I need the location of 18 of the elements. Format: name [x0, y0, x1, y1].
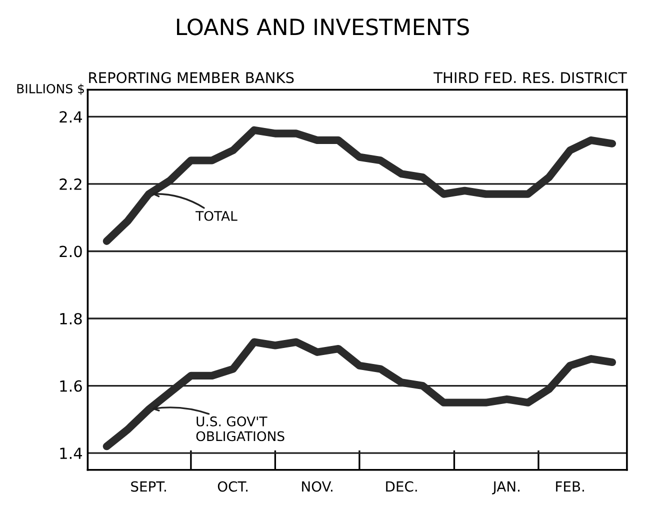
x-tick-label: NOV.: [302, 481, 332, 492]
x-tick-label: DEC.: [386, 481, 417, 492]
y-tick-label: 2.2: [60, 178, 82, 190]
x-tick-label: OCT.: [218, 481, 248, 492]
y-tick-label: 1.6: [60, 380, 82, 392]
x-tick-label: SEPT.: [131, 481, 166, 492]
y-tick-label: 1.4: [60, 448, 82, 459]
x-tick-label: JAN.: [492, 481, 520, 494]
y-tick-label: 2.0: [60, 246, 82, 258]
chart-title: LOANS AND INVESTMENTS: [177, 18, 469, 36]
annotation: TOTAL: [196, 210, 238, 221]
annotation: U.S. GOV'T OBLIGATIONS: [196, 416, 284, 442]
text: THIRD FED. RES. DISTRICT: [434, 72, 627, 84]
y-tick-label: 1.8: [60, 312, 82, 325]
chart-subtitle: REPORTING MEMBER BANKS: [89, 72, 294, 84]
y-axis-title: BILLIONS $: [17, 84, 84, 96]
y-tick-label: 2.4: [60, 111, 82, 122]
x-tick-label: FEB.: [556, 481, 584, 492]
